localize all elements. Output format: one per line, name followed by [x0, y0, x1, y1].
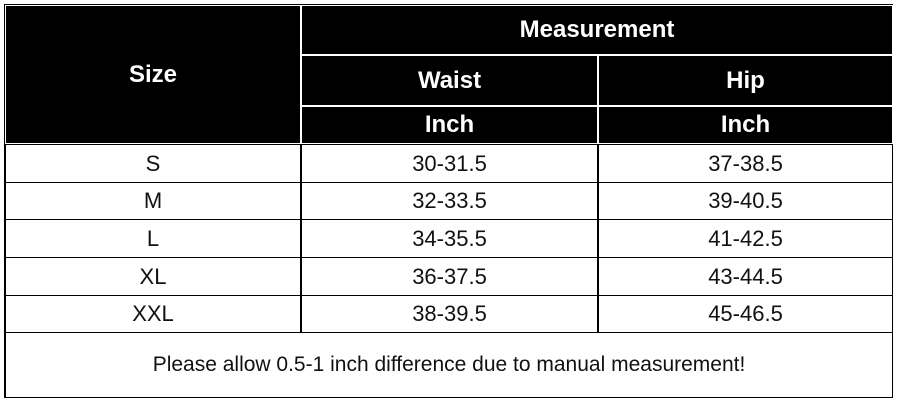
- size-cell: XXL: [5, 295, 301, 333]
- measure-cell: 43-44.5: [598, 257, 893, 296]
- size-cell: M: [5, 182, 301, 220]
- measure-cell: 36-37.5: [301, 257, 598, 296]
- measure-cell: 37-38.5: [598, 144, 893, 183]
- size-cell: S: [5, 144, 301, 183]
- measure-cell: 32-33.5: [301, 182, 598, 220]
- note: Please allow 0.5-1 inch difference due t…: [5, 332, 893, 398]
- unit-header: Inch: [598, 106, 893, 144]
- size-cell: L: [5, 219, 301, 258]
- size-header: Size: [5, 5, 301, 144]
- measure-cell: 39-40.5: [598, 182, 893, 220]
- measure-cell: 41-42.5: [598, 219, 893, 258]
- size-table: Size Measurement Waist Inch Hip Inch S 30-31.5 3…: [4, 4, 893, 398]
- size-cell: XL: [5, 257, 301, 296]
- measure-cell: 34-35.5: [301, 219, 598, 258]
- measure-cell: 38-39.5: [301, 295, 598, 333]
- measure-cell: 45-46.5: [598, 295, 893, 333]
- measurement-header: Measurement: [301, 5, 893, 55]
- column-header: Waist: [301, 55, 598, 106]
- measure-cell: 30-31.5: [301, 144, 598, 183]
- unit-header: Inch: [301, 106, 598, 144]
- column-header: Hip: [598, 55, 893, 106]
